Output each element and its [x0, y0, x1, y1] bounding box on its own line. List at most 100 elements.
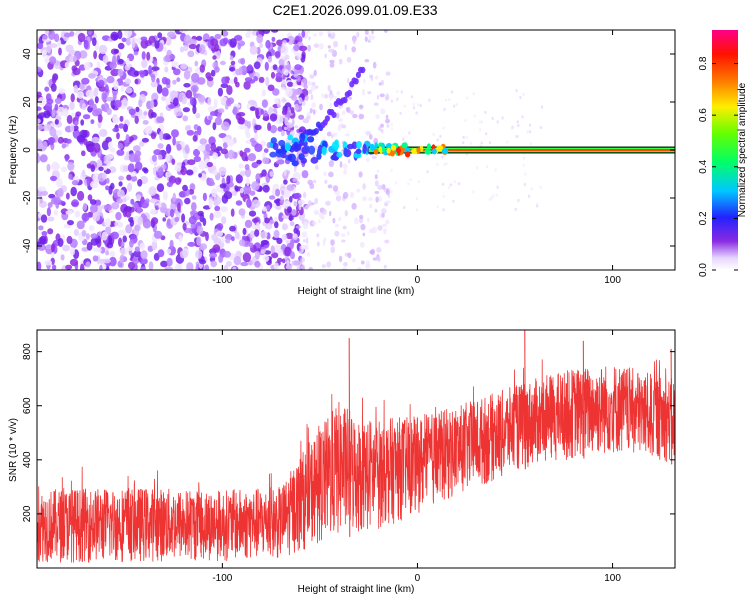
noise-cell [69, 101, 75, 111]
carrier-cell [386, 147, 391, 154]
noise-cell [450, 90, 454, 94]
noise-cell [46, 163, 51, 172]
noise-cell [409, 155, 412, 159]
noise-cell [269, 219, 275, 225]
noise-cell [364, 59, 370, 63]
noise-cell [453, 104, 456, 108]
noise-cell [148, 65, 153, 75]
noise-cell [118, 175, 124, 181]
noise-cell [394, 181, 398, 185]
noise-cell [204, 264, 210, 270]
noise-cell [37, 186, 47, 192]
x-tick-label: 0 [415, 275, 421, 286]
noise-cell [212, 169, 218, 176]
carrier-cell [396, 147, 401, 154]
noise-cell [298, 97, 303, 104]
noise-cell [283, 69, 289, 76]
noise-cell [296, 75, 302, 83]
noise-cell [81, 77, 90, 85]
noise-cell [386, 124, 390, 128]
noise-cell [135, 106, 140, 113]
noise-cell [295, 180, 300, 185]
noise-cell [370, 35, 376, 40]
noise-cell [316, 241, 320, 247]
noise-cell [69, 258, 79, 267]
noise-cell [189, 96, 194, 106]
noise-cell [77, 91, 84, 99]
noise-cell [51, 243, 55, 253]
noise-cell [286, 124, 291, 132]
noise-cell [246, 178, 250, 187]
noise-cell [239, 187, 244, 194]
noise-cell [182, 184, 188, 192]
carrier-cell [310, 157, 319, 164]
noise-cell [367, 91, 372, 95]
noise-cell [242, 227, 247, 236]
noise-cell [304, 244, 309, 251]
noise-cell [305, 30, 311, 34]
noise-cell [286, 260, 290, 266]
noise-cell [177, 202, 181, 212]
noise-cell [262, 157, 270, 165]
noise-cell [221, 177, 226, 185]
noise-cell [182, 115, 188, 122]
noise-cell [226, 98, 232, 107]
noise-cell [369, 134, 373, 140]
noise-cell [216, 230, 223, 237]
noise-cell [42, 34, 48, 40]
noise-cell [271, 187, 276, 198]
noise-cell [196, 225, 204, 235]
noise-cell [415, 196, 419, 201]
noise-cell [114, 221, 119, 227]
noise-cell [187, 159, 196, 166]
noise-cell [485, 132, 488, 136]
noise-cell [117, 42, 125, 50]
noise-cell [39, 154, 48, 163]
noise-cell [330, 239, 335, 246]
noise-cell [213, 210, 222, 218]
noise-cell [243, 81, 251, 90]
noise-cell [81, 230, 87, 237]
noise-cell [172, 79, 177, 85]
noise-cell [304, 206, 309, 211]
noise-cell [275, 72, 283, 79]
noise-cell [272, 64, 278, 71]
noise-cell [385, 71, 391, 76]
noise-cell [85, 233, 90, 240]
noise-cell [70, 124, 75, 133]
noise-cell [216, 223, 224, 231]
noise-cell [274, 50, 281, 59]
noise-cell [126, 174, 132, 181]
noise-cell [417, 103, 420, 107]
noise-cell [99, 264, 103, 270]
carrier-cell [272, 142, 279, 151]
noise-cell [240, 261, 249, 267]
noise-cell [396, 97, 399, 101]
noise-cell [38, 212, 42, 219]
noise-cell [154, 40, 160, 49]
noise-cell [248, 210, 257, 217]
noise-cell [439, 134, 442, 138]
noise-cell [87, 146, 95, 153]
noise-cell [141, 137, 149, 143]
noise-cell [38, 225, 44, 231]
noise-cell [281, 233, 288, 241]
noise-cell [209, 212, 214, 221]
noise-cell [74, 210, 81, 218]
noise-cell [86, 176, 91, 187]
branch-cell [355, 71, 361, 79]
noise-cell [453, 180, 456, 184]
noise-cell [246, 198, 252, 208]
noise-cell [371, 226, 378, 234]
noise-cell [249, 106, 256, 111]
noise-cell [98, 86, 107, 92]
noise-cell [102, 155, 111, 165]
noise-cell [145, 198, 150, 204]
noise-cell [523, 183, 527, 187]
noise-cell [341, 239, 346, 243]
noise-cell [308, 36, 311, 41]
noise-cell [350, 110, 354, 115]
noise-cell [115, 211, 122, 221]
noise-cell [281, 190, 285, 196]
noise-cell [321, 93, 324, 99]
